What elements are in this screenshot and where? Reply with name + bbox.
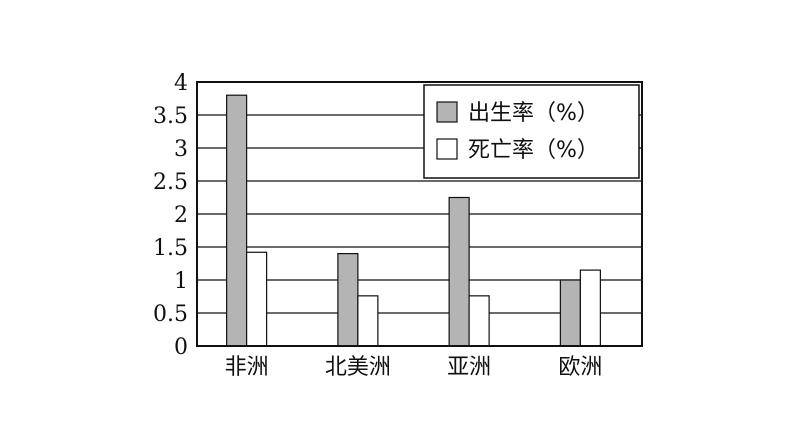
x-category-label: 欧洲 xyxy=(558,355,602,380)
legend-swatch-birth-rate xyxy=(436,101,458,123)
x-category-label: 非洲 xyxy=(225,355,269,380)
y-tick-label: 1 xyxy=(174,269,188,294)
plot-frame xyxy=(196,81,643,347)
y-tick-label: 0 xyxy=(174,335,188,360)
y-tick-label: 3 xyxy=(174,137,188,162)
y-axis-ticks: 0 0.5 1 1.5 2 2.5 3 3.5 4 xyxy=(153,71,188,360)
bars xyxy=(226,94,601,347)
x-category-label: 北美洲 xyxy=(325,355,391,380)
grid-lines xyxy=(197,114,642,314)
y-tick-label: 4 xyxy=(174,71,188,96)
bar-birth-rate xyxy=(226,94,248,347)
bar-death-rate xyxy=(468,295,490,347)
y-tick-label: 2 xyxy=(174,203,188,228)
y-tick-label: 2.5 xyxy=(153,170,188,195)
bar-birth-rate xyxy=(337,253,359,347)
bar-birth-rate xyxy=(448,196,470,347)
y-tick-label: 0.5 xyxy=(153,302,188,327)
legend-box xyxy=(423,84,640,179)
legend-label-birth-rate: 出生率（%） xyxy=(468,101,599,126)
y-tick-label: 1.5 xyxy=(153,236,188,261)
legend-label-death-rate: 死亡率（%） xyxy=(468,138,599,163)
bar-death-rate xyxy=(579,269,601,347)
x-category-label: 亚洲 xyxy=(447,355,491,380)
legend-swatch-death-rate xyxy=(436,138,458,160)
legend: 出生率（%） 死亡率（%） xyxy=(423,84,640,179)
x-axis-categories: 非洲 北美洲 亚洲 欧洲 xyxy=(225,355,603,380)
bar-death-rate xyxy=(357,295,379,347)
bar-death-rate xyxy=(246,251,268,347)
y-tick-label: 3.5 xyxy=(153,104,188,129)
bar-birth-rate xyxy=(559,279,581,347)
